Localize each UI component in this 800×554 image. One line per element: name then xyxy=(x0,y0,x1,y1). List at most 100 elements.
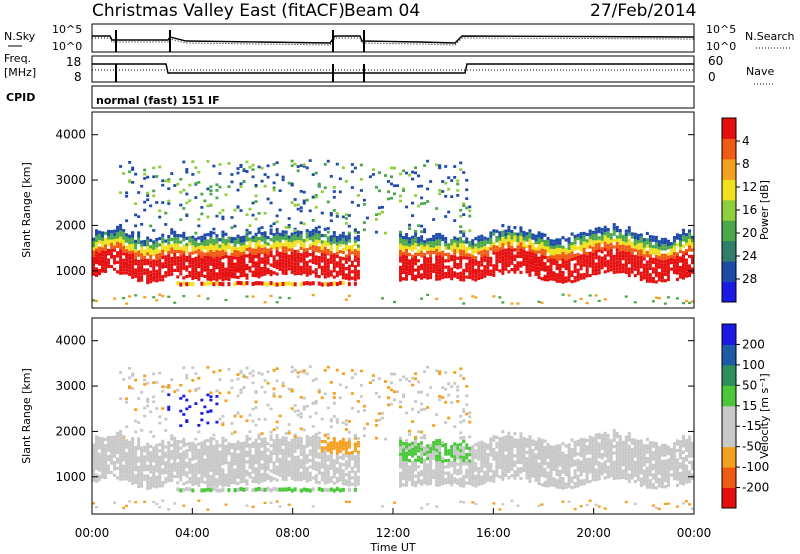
power-cell xyxy=(510,233,514,237)
velocity-cell xyxy=(453,480,457,484)
power-cell xyxy=(675,271,679,275)
power-cell xyxy=(188,271,192,275)
power-cell xyxy=(284,259,288,263)
velocity-cell xyxy=(444,400,448,404)
power-cell xyxy=(254,200,258,203)
velocity-cell xyxy=(191,441,195,445)
power-cell xyxy=(293,198,297,201)
velocity-cell xyxy=(389,402,393,406)
power-cell xyxy=(215,253,219,257)
power-cell xyxy=(326,274,330,278)
velocity-cell xyxy=(414,464,418,469)
power-cell xyxy=(191,245,195,249)
power-cell xyxy=(119,246,123,250)
power-cell xyxy=(278,258,282,262)
power-cell xyxy=(188,255,192,259)
velocity-cell xyxy=(260,441,264,445)
velocity-cell xyxy=(128,472,132,476)
power-cell xyxy=(338,262,342,266)
power-cell xyxy=(624,251,628,255)
velocity-cell xyxy=(242,457,246,461)
velocity-cell xyxy=(146,483,150,488)
velocity-cell xyxy=(537,469,541,473)
power-cell xyxy=(158,259,162,263)
velocity-cell xyxy=(299,415,303,419)
power-cell xyxy=(140,269,144,273)
velocity-cell xyxy=(522,446,526,450)
power-cell xyxy=(125,249,129,253)
velocity-cell xyxy=(444,471,448,475)
power-cell xyxy=(335,282,339,287)
velocity-cell xyxy=(540,441,544,446)
velocity-cell xyxy=(104,437,108,441)
velocity-cell xyxy=(534,475,538,479)
power-cell xyxy=(290,264,294,268)
velocity-cell xyxy=(200,447,204,452)
power-cell xyxy=(651,276,655,281)
power-cell xyxy=(140,249,144,254)
velocity-cell xyxy=(447,480,451,485)
velocity-cell xyxy=(248,437,252,441)
velocity-cell xyxy=(215,456,219,460)
power-cell xyxy=(242,251,246,255)
power-cell xyxy=(161,265,165,269)
power-cell xyxy=(338,190,342,194)
velocity-cell xyxy=(537,465,541,470)
power-cell xyxy=(260,281,264,286)
power-cell xyxy=(275,173,279,177)
velocity-cell xyxy=(287,454,291,458)
power-cell xyxy=(335,235,339,240)
power-cell xyxy=(323,269,327,273)
velocity-cell xyxy=(137,481,141,485)
velocity-cell xyxy=(356,453,360,457)
velocity-cell xyxy=(155,462,159,467)
power-cell xyxy=(305,270,309,274)
power-cell xyxy=(618,238,622,242)
velocity-cell xyxy=(242,460,246,464)
velocity-cell xyxy=(326,474,330,478)
power-cell xyxy=(645,260,649,264)
velocity-cell xyxy=(155,407,159,410)
power-cell xyxy=(131,166,135,170)
velocity-cell xyxy=(233,459,237,463)
power-cell xyxy=(576,271,580,276)
velocity-cell xyxy=(417,446,421,450)
power-cell xyxy=(426,247,430,252)
velocity-cell xyxy=(131,449,135,454)
velocity-cell xyxy=(122,442,126,446)
power-cell xyxy=(353,281,357,286)
velocity-cell xyxy=(233,443,237,447)
power-cell xyxy=(98,249,102,253)
range-tick-label: 1000 xyxy=(55,264,86,278)
power-cell xyxy=(468,229,472,233)
power-cell xyxy=(101,253,105,257)
power-cell xyxy=(347,214,351,217)
power-cell xyxy=(161,252,165,256)
velocity-cell xyxy=(239,464,243,468)
power-cell xyxy=(263,247,267,251)
velocity-cell xyxy=(125,504,129,508)
power-cell xyxy=(543,239,547,244)
power-cell xyxy=(329,241,333,245)
velocity-cell xyxy=(453,455,457,459)
velocity-cell xyxy=(417,481,421,485)
velocity-cell xyxy=(296,477,300,481)
velocity-cell xyxy=(447,458,451,462)
velocity-cell xyxy=(450,385,454,388)
velocity-cell xyxy=(179,459,183,463)
velocity-cell xyxy=(128,462,132,467)
power-cell xyxy=(486,250,490,254)
power-cell xyxy=(119,236,123,240)
power-cell xyxy=(254,255,258,259)
power-cell xyxy=(218,269,222,274)
velocity-cell xyxy=(203,474,207,478)
power-cell xyxy=(242,264,246,268)
velocity-cell xyxy=(438,454,442,458)
power-colorbar-swatch xyxy=(722,179,736,201)
power-cell xyxy=(233,243,237,247)
power-cell xyxy=(236,259,240,264)
power-cell xyxy=(465,250,469,254)
velocity-cell xyxy=(353,455,357,459)
power-cell xyxy=(239,261,243,265)
velocity-cell xyxy=(417,380,421,384)
